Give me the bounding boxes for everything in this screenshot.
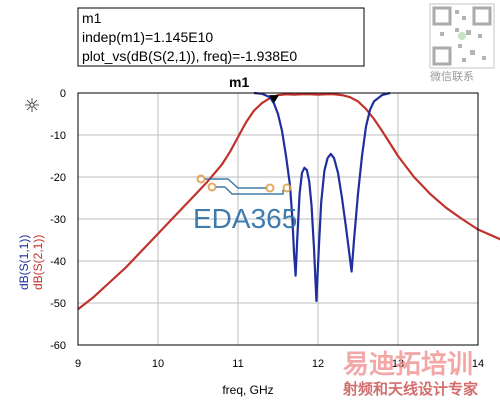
y-tick-label: 0: [60, 88, 66, 100]
y-tick-label: -30: [50, 214, 66, 226]
series-group: [77, 91, 500, 311]
marker-label: m1: [229, 74, 249, 90]
x-tick-label: 9: [75, 358, 81, 370]
qr-code-watermark: [429, 3, 495, 69]
site-watermark-main: 易迪拓培训: [343, 349, 473, 379]
marker-readout-box: m1 indep(m1)=1.145E10 plot_vs(dB(S(2,1))…: [77, 7, 365, 67]
eda365-watermark: EDA365: [193, 174, 297, 234]
marker-readout-value: plot_vs(dB(S(2,1)), freq)=-1.938E0: [82, 48, 297, 64]
x-tick-label: 10: [152, 358, 164, 370]
marker-triangle: [269, 95, 279, 104]
site-watermark-sub: 射频和天线设计专家: [342, 380, 478, 398]
y-tick-label: -10: [50, 130, 66, 142]
x-axis-label: freq, GHz: [222, 383, 273, 397]
qr-caption: 微信联系: [430, 69, 474, 83]
x-tick-label: 11: [232, 358, 243, 370]
y-tick-labels: 0 -10 -20 -30 -40 -50 -60: [50, 88, 66, 352]
series-line-s21: [77, 93, 500, 311]
x-tick-label: 14: [472, 358, 484, 370]
sparkle-icon: [25, 98, 39, 112]
marker-readout-indep: indep(m1)=1.145E10: [82, 29, 213, 45]
y-tick-label: -20: [50, 172, 66, 184]
series-line-s11: [253, 91, 391, 302]
y-tick-label: -60: [50, 340, 66, 352]
y-tick-label: -50: [50, 298, 66, 310]
eda365-text: EDA365: [193, 203, 297, 234]
y-tick-label: -40: [50, 256, 66, 268]
y-axis-label-s21: dB(S(2,1)): [31, 235, 45, 290]
y-axis-label-s11: dB(S(1,1)): [17, 235, 31, 290]
marker-readout-name: m1: [82, 10, 102, 26]
x-tick-labels: 9 10 11 12 13 14: [75, 358, 484, 370]
x-tick-label: 13: [392, 358, 404, 370]
x-tick-label: 12: [312, 358, 324, 370]
plot-frame: [77, 92, 479, 346]
